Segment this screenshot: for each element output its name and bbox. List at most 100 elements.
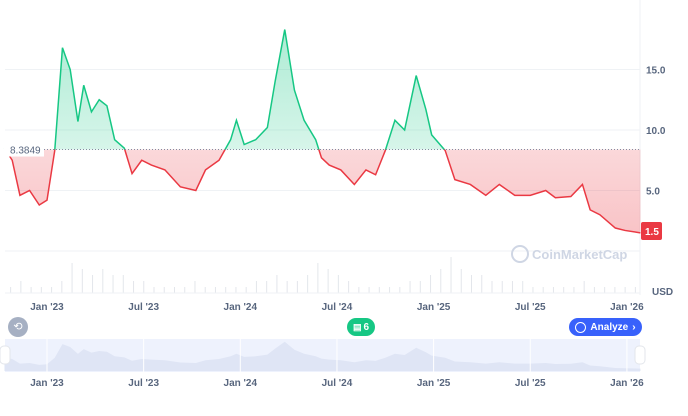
volume-bar (276, 275, 278, 293)
volume-bar (214, 287, 216, 293)
volume-bar (552, 287, 554, 293)
y-tick-label: 10.0 (646, 126, 666, 137)
watermark: CoinMarketCap (532, 247, 627, 262)
navigator-area (4, 341, 641, 371)
volume-bar (358, 287, 360, 293)
volume-bar (532, 287, 534, 293)
navigator-handle-right[interactable] (634, 345, 646, 365)
currency-label: USD (652, 287, 673, 298)
volume-bar (10, 287, 12, 293)
history-icon: ⟲ (13, 321, 23, 333)
events-count: 6 (363, 321, 370, 333)
volume-bar (501, 281, 503, 293)
volume-bar (245, 287, 247, 293)
volume-bar (327, 269, 329, 293)
volume-bar (61, 281, 63, 293)
volume-bar (102, 269, 104, 293)
volume-bar (368, 287, 370, 293)
x-tick-label: Jul '24 (322, 378, 353, 389)
navigator-handle-left[interactable] (0, 345, 11, 365)
volume-bar (604, 287, 606, 293)
x-tick-label: Jan '25 (417, 378, 451, 389)
volume-bar (133, 281, 135, 293)
x-tick-label: Jul '23 (128, 302, 159, 313)
baseline-label: 8.3849 (10, 146, 41, 157)
volume-bar (522, 281, 524, 293)
volume-bar (317, 263, 319, 293)
price-line-down (4, 149, 641, 234)
volume-bar (450, 257, 452, 293)
volume-bar (163, 287, 165, 293)
volume-bar (593, 287, 595, 293)
x-tick-label: Jan '26 (610, 378, 644, 389)
volume-bar (184, 287, 186, 293)
volume-bar (307, 275, 309, 293)
volume-bar (30, 287, 32, 293)
analyze-button[interactable]: Analyze › (569, 318, 642, 336)
volume-bar (266, 281, 268, 293)
volume-bar (143, 281, 145, 293)
document-icon: ▤ (352, 321, 362, 332)
chevron-right-icon: › (632, 321, 636, 333)
analyze-icon (575, 321, 587, 333)
volume-bar (153, 287, 155, 293)
volume-bar (573, 287, 575, 293)
volume-bar (614, 287, 616, 293)
volume-bar (286, 281, 288, 293)
volume-bar (225, 287, 227, 293)
volume-bar (92, 275, 94, 293)
volume-bar (71, 263, 73, 293)
volume-bar (173, 287, 175, 293)
volume-bar (112, 275, 114, 293)
y-tick-label: 15.0 (646, 66, 666, 77)
volume-bar (337, 275, 339, 293)
volume-bar (40, 287, 42, 293)
volume-bar (634, 287, 636, 293)
x-tick-label: Jan '24 (224, 302, 258, 313)
x-tick-label: Jan '23 (30, 302, 64, 313)
volume-bar (624, 287, 626, 293)
x-tick-label: Jul '25 (515, 378, 546, 389)
volume-bar (491, 281, 493, 293)
volume-bar (471, 275, 473, 293)
x-tick-label: Jan '26 (610, 302, 644, 313)
price-line-up (3, 29, 446, 150)
volume-bar (409, 281, 411, 293)
volume-bar (419, 281, 421, 293)
volume-bar (122, 275, 124, 293)
volume-bar (204, 287, 206, 293)
volume-bar (583, 281, 585, 293)
volume-bar (81, 269, 83, 293)
area-below-baseline (4, 149, 641, 233)
x-tick-label: Jan '25 (417, 302, 451, 313)
current-price-badge (641, 222, 662, 240)
history-button[interactable]: ⟲ (8, 317, 28, 337)
volume-bar (296, 281, 298, 293)
x-tick-label: Jan '23 (30, 378, 64, 389)
volume-bar (481, 275, 483, 293)
volume-bar (20, 281, 22, 293)
x-tick-label: Jul '24 (322, 302, 353, 313)
volume-bar (430, 275, 432, 293)
volume-bar (440, 269, 442, 293)
volume-bar (399, 287, 401, 293)
volume-bar (348, 281, 350, 293)
area-above-baseline (4, 29, 445, 150)
volume-bar (460, 269, 462, 293)
volume-bar (235, 287, 237, 293)
x-tick-label: Jul '23 (128, 378, 159, 389)
volume-bar (563, 287, 565, 293)
baseline-label-bg (4, 142, 44, 157)
volume-bar (255, 281, 257, 293)
volume-bar (389, 287, 391, 293)
volume-bar (511, 281, 513, 293)
volume-bar (51, 287, 53, 293)
current-price-label: 1.5 (645, 227, 659, 238)
volume-bar (542, 287, 544, 293)
volume-bar (194, 281, 196, 293)
x-tick-label: Jul '25 (515, 302, 546, 313)
events-badge[interactable]: ▤ 6 (347, 318, 375, 336)
x-tick-label: Jan '24 (224, 378, 258, 389)
analyze-label: Analyze (590, 321, 629, 333)
